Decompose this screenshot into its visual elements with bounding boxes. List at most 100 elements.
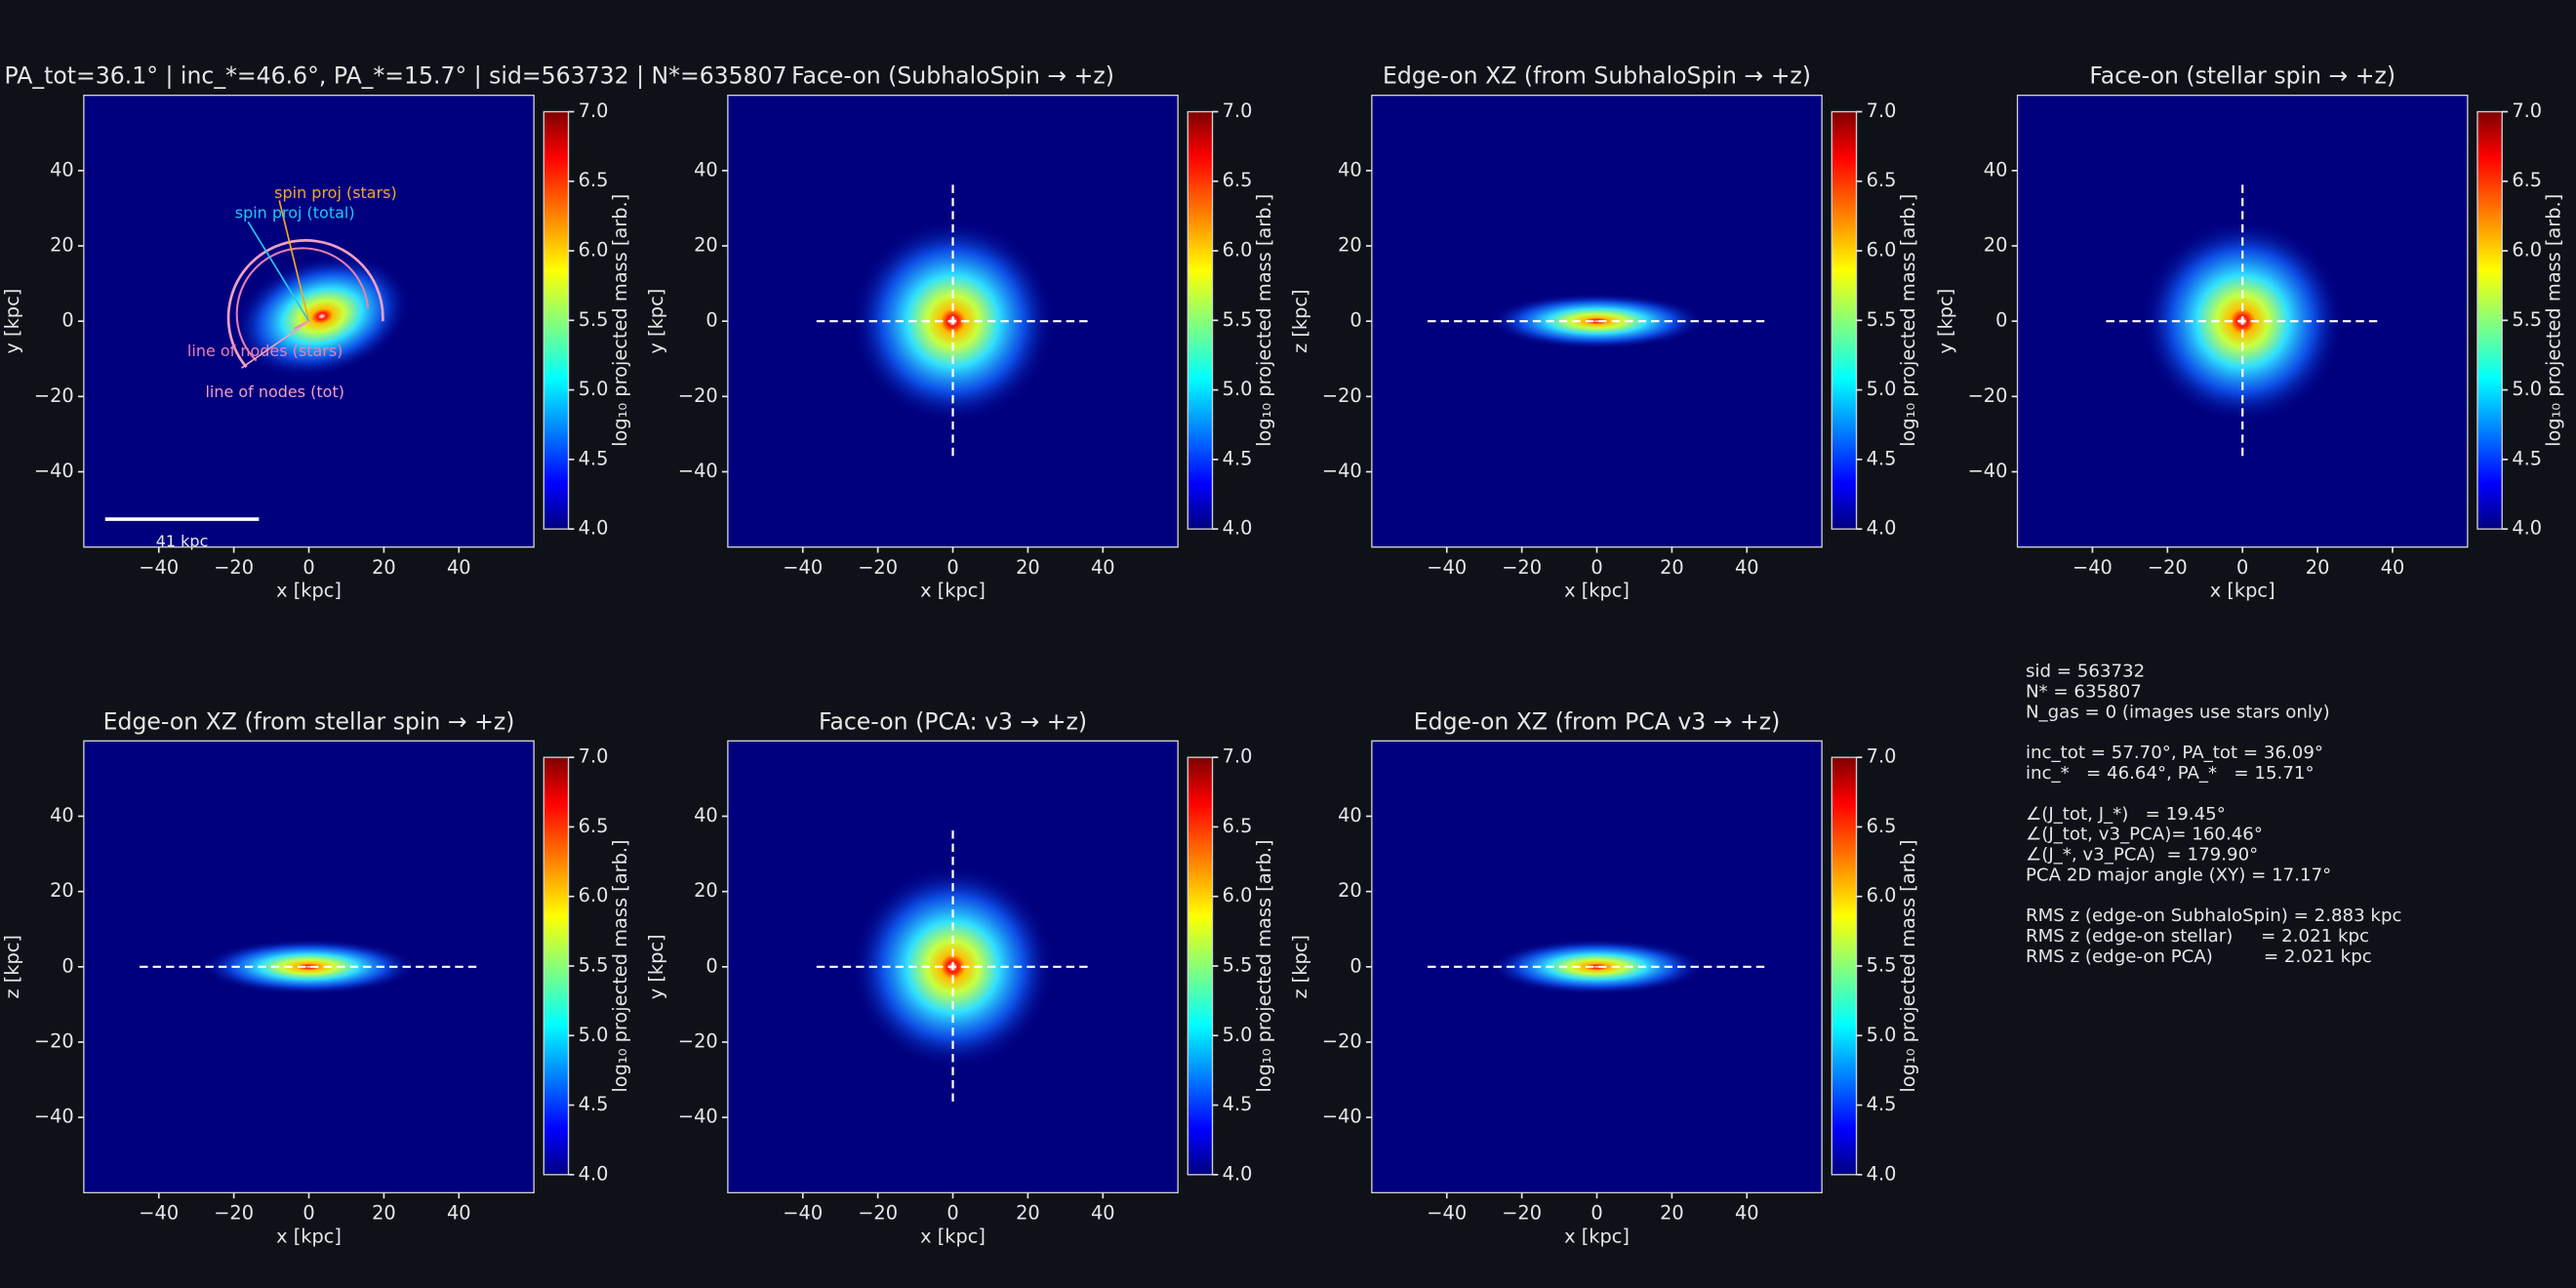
colorbar-tick-label: 4.5 — [1223, 447, 1253, 469]
y-tick-label: 40 — [1984, 158, 2008, 181]
x-tick-label: −40 — [2073, 556, 2113, 579]
annotation-arrow — [241, 320, 310, 369]
colorbar-tick-label: 4.0 — [1867, 517, 1897, 540]
colorbar-tick-label: 6.0 — [579, 239, 609, 262]
colorbar-tick-label: 6.0 — [1223, 239, 1253, 262]
y-tick-label: 0 — [61, 309, 73, 332]
x-tick-label: 40 — [2381, 556, 2405, 579]
spin-arc — [226, 239, 384, 369]
annotation: spin proj (stars) — [274, 183, 397, 202]
y-tick-label: 40 — [694, 804, 718, 826]
colorbar-tick-label: 6.0 — [2512, 239, 2542, 262]
colorbar — [1831, 756, 1858, 1176]
summary-line: RMS z (edge-on SubhaloSpin) = 2.883 kpc — [2026, 906, 2402, 926]
annotation: spin proj (total) — [235, 203, 355, 221]
y-tick-label: −20 — [34, 384, 74, 407]
y-tick-label: −40 — [1322, 460, 1362, 482]
y-tick-label: 40 — [50, 158, 74, 181]
y-axis-label: y [kpc] — [1935, 289, 1957, 354]
x-tick-label: 20 — [372, 556, 396, 579]
y-tick-label: 0 — [1995, 309, 2007, 332]
colorbar-tick-label: 6.5 — [579, 169, 609, 191]
y-tick-label: 40 — [694, 158, 718, 181]
x-tick-label: 40 — [447, 1202, 471, 1225]
colorbar-tick-label: 4.5 — [1867, 1093, 1897, 1115]
summary-line: inc_* = 46.64°, PA_* = 15.71° — [2026, 763, 2314, 784]
panel-title: Face-on (SubhaloSpin → +z) — [791, 62, 1114, 90]
summary-line: ∠(J_tot, J_*) = 19.45° — [2026, 804, 2226, 825]
y-axis-label: y [kpc] — [645, 289, 667, 354]
y-axis-label: z [kpc] — [1, 935, 23, 999]
summary-line: RMS z (edge-on PCA) = 2.021 kpc — [2026, 946, 2372, 967]
x-tick-label: 20 — [372, 1202, 396, 1225]
x-axis-label: x [kpc] — [1564, 1225, 1630, 1247]
y-tick-label: 20 — [1338, 879, 1362, 902]
galaxy-image — [1488, 293, 1706, 349]
y-axis-label: z [kpc] — [1289, 289, 1311, 353]
x-tick-label: 0 — [2236, 556, 2248, 579]
colorbar-tick-label: 4.0 — [1867, 1162, 1897, 1185]
summary-line: PCA 2D major angle (XY) = 17.17° — [2026, 865, 2331, 885]
colorbar-label: log₁₀ projected mass [arb.] — [1253, 194, 1275, 447]
y-tick-label: 0 — [1349, 309, 1361, 332]
summary-line: ∠(J_*, v3_PCA) = 179.90° — [2026, 845, 2258, 865]
x-tick-label: −20 — [2148, 556, 2188, 579]
x-tick-label: −20 — [1502, 1202, 1542, 1225]
y-tick-label: 20 — [1984, 233, 2008, 256]
colorbar-tick-label: 5.0 — [1867, 378, 1897, 400]
y-tick-label: 0 — [705, 954, 717, 977]
colorbar-tick-label: 6.0 — [1867, 884, 1897, 906]
y-axis-label: y [kpc] — [1, 289, 23, 354]
colorbar-tick-label: 4.0 — [2512, 517, 2542, 540]
y-tick-label: 20 — [50, 879, 74, 902]
x-tick-label: 20 — [1660, 556, 1684, 579]
x-tick-label: 0 — [302, 556, 314, 579]
x-tick-label: −20 — [858, 556, 898, 579]
colorbar-tick-label: 5.5 — [1867, 954, 1897, 977]
colorbar-tick-label: 4.5 — [2512, 447, 2542, 469]
colorbar-tick-label: 5.0 — [1223, 378, 1253, 400]
colorbar — [543, 756, 570, 1176]
summary-line: inc_tot = 57.70°, PA_tot = 36.09° — [2026, 743, 2323, 763]
y-tick-label: −40 — [1322, 1106, 1362, 1128]
colorbar-label: log₁₀ projected mass [arb.] — [1253, 839, 1275, 1092]
x-axis-label: x [kpc] — [276, 1225, 342, 1247]
colorbar-label: log₁₀ projected mass [arb.] — [1897, 839, 1919, 1092]
colorbar-tick-label: 4.0 — [579, 1162, 609, 1185]
colorbar-tick-label: 5.5 — [1223, 954, 1253, 977]
colorbar-tick-label: 4.5 — [579, 447, 609, 469]
y-tick-label: 40 — [1338, 804, 1362, 826]
y-axis-label: z [kpc] — [1289, 935, 1311, 999]
spin-arc — [235, 247, 370, 362]
colorbar-label: log₁₀ projected mass [arb.] — [1897, 194, 1919, 447]
colorbar-tick-label: 4.0 — [1223, 1162, 1253, 1185]
colorbar-tick-label: 5.5 — [579, 308, 609, 331]
y-tick-label: −20 — [34, 1030, 74, 1053]
x-tick-label: 40 — [1091, 1202, 1115, 1225]
x-axis-label: x [kpc] — [1564, 580, 1630, 602]
y-tick-label: −40 — [34, 1106, 74, 1128]
y-tick-label: −20 — [678, 1030, 718, 1053]
summary-line: sid = 563732 — [2026, 662, 2145, 682]
colorbar-tick-label: 6.5 — [1223, 815, 1253, 837]
annotation: line of nodes (tot) — [205, 382, 344, 401]
y-tick-label: 20 — [1338, 233, 1362, 256]
y-tick-label: 20 — [694, 879, 718, 902]
colorbar-tick-label: 5.5 — [2512, 308, 2542, 331]
x-axis-label: x [kpc] — [2210, 580, 2275, 602]
x-tick-label: −20 — [214, 556, 254, 579]
colorbar-tick-label: 4.5 — [1867, 447, 1897, 469]
panel-title: Edge-on XZ (from stellar spin → +z) — [103, 707, 515, 735]
annotation: line of nodes (stars) — [187, 342, 342, 360]
x-tick-label: 40 — [1091, 556, 1115, 579]
y-tick-label: 40 — [50, 804, 74, 826]
x-tick-label: 20 — [2306, 556, 2330, 579]
colorbar-tick-label: 7.0 — [1867, 745, 1897, 768]
summary-line: N* = 635807 — [2026, 682, 2142, 703]
scale-bar-label: 41 kpc — [156, 532, 209, 550]
colorbar-tick-label: 5.0 — [1867, 1024, 1897, 1046]
x-tick-label: 0 — [1590, 1202, 1602, 1225]
y-tick-label: 20 — [694, 233, 718, 256]
colorbar-tick-label: 6.5 — [1223, 169, 1253, 191]
